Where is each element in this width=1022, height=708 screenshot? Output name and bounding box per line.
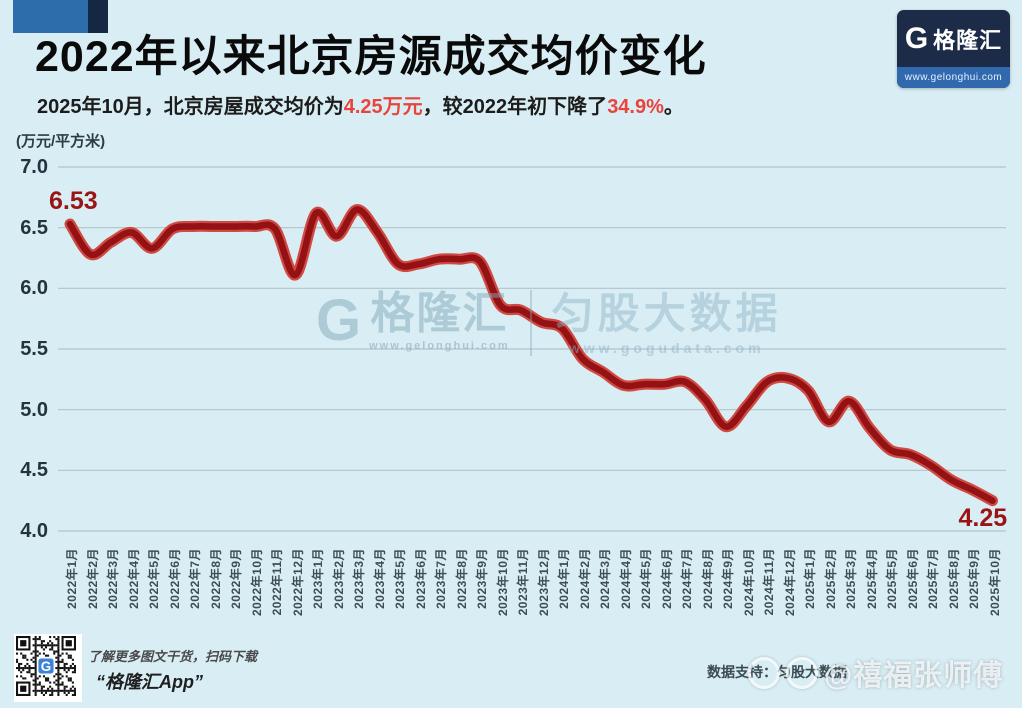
x-tick-label: 2022年9月 xyxy=(229,548,243,609)
page-title: 2022年以来北京房源成交均价变化 xyxy=(35,33,707,81)
x-tick-label: 2023年1月 xyxy=(311,548,325,609)
price-line-halo xyxy=(64,204,998,507)
x-tick-label: 2024年11月 xyxy=(762,548,776,616)
x-tick-label: 2025年6月 xyxy=(905,548,920,609)
x-tick-label: 2022年3月 xyxy=(106,548,120,609)
x-tick-label: 2025年7月 xyxy=(926,548,940,609)
x-tick-label: 2024年9月 xyxy=(721,548,735,609)
x-tick-label: 2024年2月 xyxy=(577,548,592,609)
y-tick-label: 4.5 xyxy=(20,459,48,482)
qr-hint-text: 了解更多图文干货，扫码下载 xyxy=(88,649,258,664)
header-deco-navy-square xyxy=(88,0,108,33)
gelonghui-logo-name: 格隆汇 xyxy=(933,27,1003,53)
x-tick-label: 2024年12月 xyxy=(782,548,797,617)
weibo-emoji-face-icon xyxy=(748,657,780,689)
y-axis-unit-label: (万元/平方米) xyxy=(16,133,106,150)
x-tick-label: 2025年4月 xyxy=(864,548,879,609)
gelonghui-logo-top: G 格隆汇 xyxy=(897,10,1010,67)
x-tick-label: 2022年6月 xyxy=(167,548,182,609)
x-tick-label: 2022年11月 xyxy=(270,548,284,616)
x-tick-label: 2022年10月 xyxy=(249,548,264,617)
y-tick-label: 5.5 xyxy=(20,338,48,360)
x-tick-label: 2025年8月 xyxy=(946,548,961,609)
x-tick-label: 2024年7月 xyxy=(680,548,694,609)
x-tick-label: 2024年1月 xyxy=(557,548,571,609)
x-tick-label: 2025年3月 xyxy=(844,548,858,609)
qr-code: G xyxy=(14,634,82,702)
x-tick-label: 2023年8月 xyxy=(454,548,469,609)
gelonghui-logo-url: www.gelonghui.com xyxy=(897,67,1010,88)
x-tick-label: 2025年9月 xyxy=(967,548,981,609)
x-tick-label: 2025年1月 xyxy=(803,548,817,609)
x-tick-label: 2023年5月 xyxy=(393,548,407,609)
qr-center-g-badge xyxy=(37,657,55,675)
subtitle-segment: 2025年10月，北京房屋成交均价为 xyxy=(37,96,344,118)
x-tick-label: 2024年5月 xyxy=(639,548,653,609)
header-deco-blue-square xyxy=(13,0,88,33)
y-tick-label: 6.0 xyxy=(20,277,48,300)
weibo-watermark: @禧福张师傅 xyxy=(748,652,1003,694)
x-tick-label: 2023年11月 xyxy=(516,548,530,616)
x-tick-label: 2023年4月 xyxy=(372,548,387,609)
x-tick-label: 2025年2月 xyxy=(823,548,838,609)
x-tick-label: 2022年2月 xyxy=(85,548,100,609)
x-tick-label: 2022年12月 xyxy=(290,548,305,617)
subtitle-highlight: 34.9% xyxy=(607,96,664,118)
x-tick-label: 2024年6月 xyxy=(659,548,674,609)
point-value-label: 4.25 xyxy=(958,503,1008,532)
weibo-emoji-face-icon xyxy=(786,657,818,689)
subtitle-segment: 。 xyxy=(663,96,684,118)
x-tick-label: 2022年5月 xyxy=(147,548,161,609)
x-tick-label: 2025年5月 xyxy=(885,548,899,609)
x-tick-label: 2023年7月 xyxy=(434,548,448,609)
gelonghui-g-icon: G xyxy=(904,21,929,55)
x-tick-label: 2023年10月 xyxy=(495,548,510,617)
subtitle-segment: ，较2022年初下降了 xyxy=(422,96,608,118)
page-subtitle: 2025年10月，北京房屋成交均价为4.25万元，较2022年初下降了34.9%… xyxy=(37,90,684,119)
qr-code-image: G xyxy=(16,636,76,696)
x-tick-label: 2022年8月 xyxy=(208,548,223,609)
app-name-text: “格隆汇App” xyxy=(96,672,203,692)
y-tick-label: 5.0 xyxy=(20,398,48,421)
x-tick-label: 2023年2月 xyxy=(331,548,346,609)
x-tick-label: 2024年4月 xyxy=(618,548,633,609)
x-tick-label: 2024年8月 xyxy=(700,548,715,609)
gelonghui-logo: G 格隆汇 www.gelonghui.com xyxy=(897,10,1010,88)
x-tick-label: 2022年4月 xyxy=(126,548,141,609)
y-tick-label: 4.0 xyxy=(20,520,48,542)
x-tick-label: 2022年1月 xyxy=(65,548,79,609)
x-tick-label: 2024年10月 xyxy=(741,548,756,617)
svg-text:G: G xyxy=(41,659,51,674)
y-tick-label: 6.5 xyxy=(20,216,48,239)
x-tick-label: 2025年10月 xyxy=(987,548,1002,617)
x-tick-label: 2023年9月 xyxy=(475,548,489,609)
y-tick-label: 7.0 xyxy=(20,156,48,178)
point-value-label: 6.53 xyxy=(49,187,98,216)
x-tick-label: 2023年3月 xyxy=(352,548,366,609)
x-tick-label: 2023年12月 xyxy=(536,548,551,617)
weibo-watermark-text: @禧福张师傅 xyxy=(824,660,1004,692)
x-tick-label: 2023年6月 xyxy=(413,548,428,609)
subtitle-highlight: 4.25万元 xyxy=(343,96,423,118)
x-tick-label: 2024年3月 xyxy=(598,548,612,609)
x-tick-label: 2022年7月 xyxy=(188,548,202,609)
price-line xyxy=(66,206,996,504)
